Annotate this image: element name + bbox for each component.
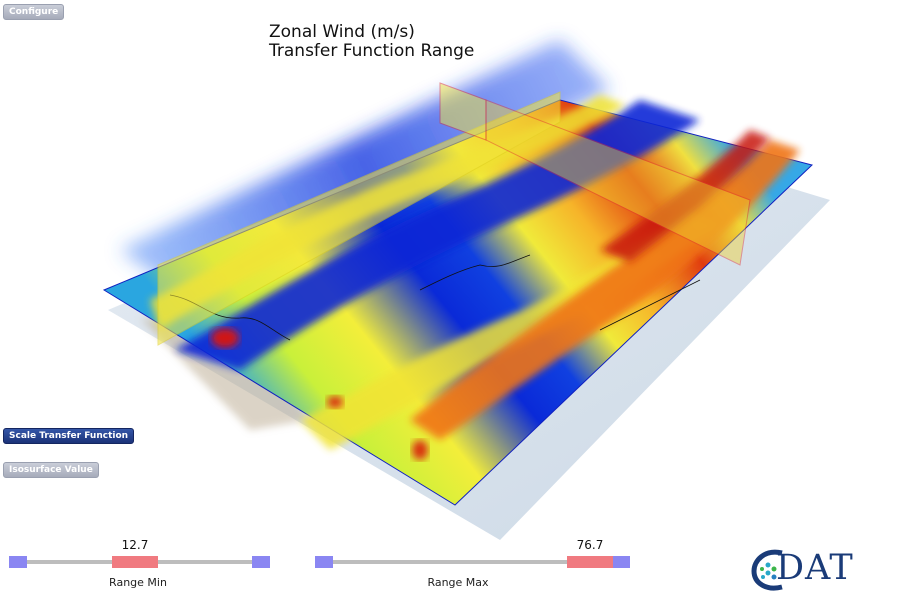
cdat-logo: DAT: [750, 545, 890, 595]
range-min-value: 12.7: [121, 538, 149, 552]
slider-endcap-right[interactable]: [612, 556, 630, 568]
title-line-1: Zonal Wind (m/s): [269, 22, 415, 42]
yellow-structure-upper: [150, 95, 625, 330]
coastline: [599, 279, 701, 331]
range-max-value: 76.7: [576, 538, 604, 552]
vertical-slice-plane: [157, 91, 561, 346]
slider-track[interactable]: [324, 560, 624, 564]
range-max-slider[interactable]: 76.7 Range Max: [306, 536, 630, 592]
red-blob: [412, 440, 428, 460]
range-min-slider[interactable]: 12.7 Range Min: [0, 536, 320, 592]
range-max-handle[interactable]: [567, 556, 613, 568]
scale-transfer-function-button[interactable]: Scale Transfer Function: [3, 428, 135, 444]
range-min-handle[interactable]: [112, 556, 158, 568]
cdat-logo-text: DAT: [776, 548, 854, 588]
configure-button[interactable]: Configure: [3, 4, 65, 20]
red-blob: [327, 396, 343, 408]
red-blob: [211, 328, 239, 348]
vertical-slice-plane: [485, 99, 751, 266]
slider-endcap-left[interactable]: [9, 556, 27, 568]
cdat-c-icon: [751, 549, 783, 591]
coastline: [419, 254, 531, 291]
isosurface-value-button[interactable]: Isosurface Value: [3, 462, 99, 478]
blue-jet-band: [175, 100, 700, 370]
range-max-label: Range Max: [427, 576, 489, 589]
red-jet-band: [410, 140, 800, 440]
vertical-slice-plane: [439, 82, 487, 141]
title-line-2: Transfer Function Range: [269, 41, 475, 61]
slider-endcap-right[interactable]: [252, 556, 270, 568]
range-min-label: Range Min: [109, 576, 167, 589]
red-jet-core: [600, 130, 770, 262]
slider-endcap-left[interactable]: [315, 556, 333, 568]
